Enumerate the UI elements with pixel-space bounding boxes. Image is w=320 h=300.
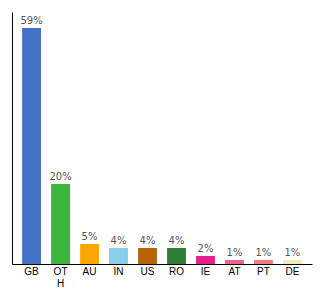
x-tick-label: OTH (54, 266, 68, 289)
bar (283, 260, 302, 264)
bar (80, 244, 99, 264)
data-label: 4% (111, 235, 127, 246)
bar (22, 28, 41, 264)
bar (109, 248, 128, 264)
data-label: 59% (20, 15, 42, 26)
chart: GB OTH AU IN US RO IE AT PT DE 59% 20% 5% 4% 4% 4% 2% 1% 1… (0, 0, 320, 300)
x-tick-label: RO (169, 266, 184, 277)
x-tick-label: AU (83, 266, 97, 277)
x-tick: PT (257, 266, 270, 277)
bar (138, 248, 157, 264)
x-tick: AU (83, 266, 97, 277)
data-label: 20% (49, 171, 71, 182)
y-axis-line (12, 13, 13, 265)
data-label: 5% (82, 231, 98, 242)
x-tick-label: IE (201, 266, 211, 277)
x-tick-label: US (141, 266, 155, 277)
x-tick: DE (285, 266, 299, 277)
x-tick: AT (228, 266, 240, 277)
x-tick: IN (114, 266, 124, 277)
x-tick-label: DE (285, 266, 299, 277)
data-labels: 59% 20% 5% 4% 4% 4% 2% 1% 1% 1% (20, 15, 300, 258)
x-tick: IE (201, 266, 211, 277)
x-tick-label: IN (114, 266, 124, 277)
data-label: 1% (227, 247, 243, 258)
data-label: 1% (256, 247, 272, 258)
x-tick: US (141, 266, 155, 277)
x-axis-line (13, 264, 313, 265)
bars (22, 28, 302, 264)
bar (167, 248, 186, 264)
x-tick-label: PT (257, 266, 270, 277)
x-tick: RO (169, 266, 184, 277)
data-label: 1% (284, 247, 300, 258)
bar (254, 260, 273, 264)
data-label: 4% (140, 235, 156, 246)
bar (225, 260, 244, 264)
bar (196, 256, 215, 264)
data-label: 2% (198, 243, 214, 254)
data-label: 4% (169, 235, 185, 246)
x-tick-label: AT (228, 266, 240, 277)
y-axis (12, 13, 13, 265)
x-tick: GB (24, 266, 39, 277)
bar (51, 184, 70, 264)
x-tick: OTH (54, 266, 68, 289)
x-axis: GB OTH AU IN US RO IE AT PT DE (13, 265, 313, 289)
x-tick-label: GB (24, 266, 39, 277)
